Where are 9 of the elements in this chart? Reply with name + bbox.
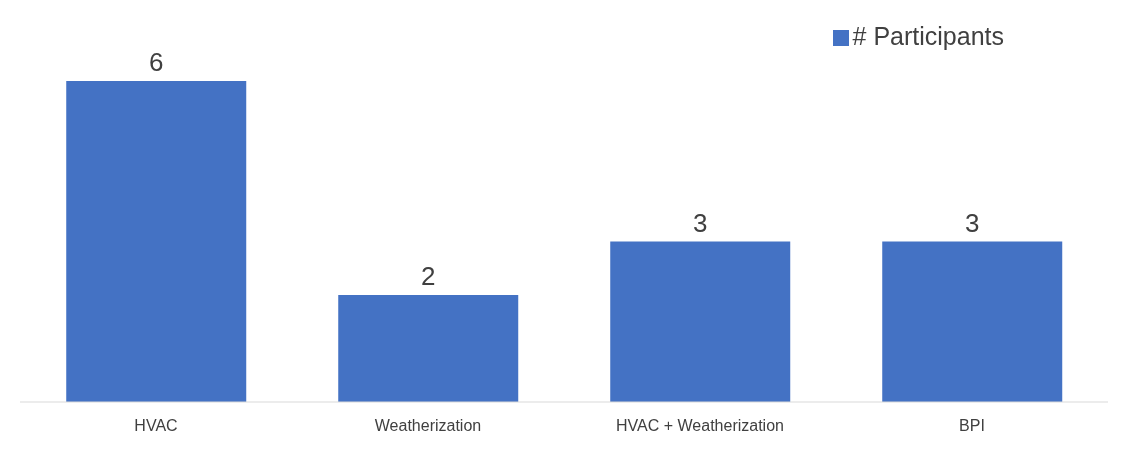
data-label: 2	[421, 261, 436, 291]
x-tick-label: Weatherization	[374, 417, 482, 435]
x-tick-label: HVAC + Weatherization	[616, 417, 784, 435]
data-label: 3	[693, 207, 708, 238]
data-label: 3	[965, 207, 980, 238]
legend-label: # Participants	[852, 22, 1004, 50]
data-label: 6	[149, 47, 164, 77]
x-tick-label: HVAC	[134, 417, 178, 435]
x-tick-label: BPI	[959, 417, 985, 435]
